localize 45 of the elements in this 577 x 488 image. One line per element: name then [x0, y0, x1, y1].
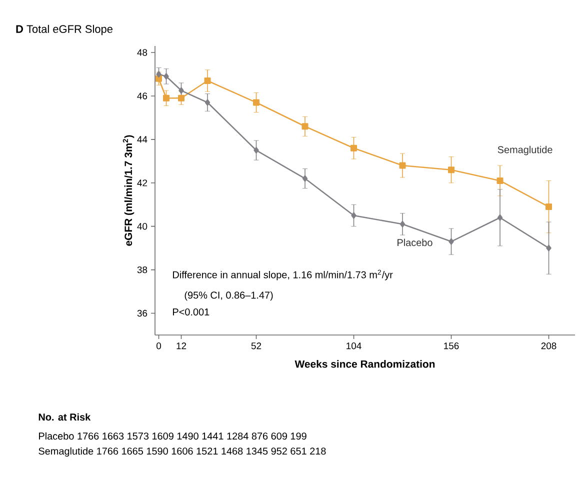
annotation: Difference in annual slope, 1.16 ml/min/1.73 m$^{2}$/yr [173, 270, 393, 280]
y-axis-title: eGFR (ml/min/1.7 3m$^{2}$) [122, 135, 134, 246]
point [399, 162, 406, 169]
point [204, 78, 211, 84]
point [163, 94, 170, 102]
text: Placebo 1766 1663 1573 1609 1490 1441 1284 876 609 199 [39, 432, 306, 440]
x-tick-label: 104 [346, 342, 362, 350]
point [448, 238, 454, 245]
point [156, 75, 162, 82]
point [350, 144, 358, 152]
point [302, 175, 308, 182]
y-tick-label: 44 [137, 136, 148, 143]
x-axis-title: Weeks since Randomization [294, 360, 435, 368]
y-tick-label: 48 [137, 49, 148, 56]
series-label: Placebo [398, 238, 432, 246]
y-tick-label: 38 [137, 266, 148, 274]
point [546, 204, 552, 210]
point [351, 212, 356, 219]
text: D Total eGFR Slope [16, 24, 112, 36]
annotation: P<0.001 [173, 308, 210, 316]
point [497, 214, 503, 221]
annotation: (95% CI, 0.86–1.47) [184, 291, 273, 301]
point [164, 73, 169, 80]
text: Semaglutide 1766 1665 1590 1606 1521 1468 1345 952 651 218 [38, 447, 326, 457]
point [254, 147, 259, 154]
y-tick-label: 40 [137, 222, 148, 230]
point [178, 94, 185, 102]
y-tick-label: 36 [137, 310, 148, 317]
x-tick-label: 208 [541, 342, 556, 350]
point [204, 99, 210, 106]
point [448, 166, 455, 174]
x-tick-label: 12 [176, 342, 186, 350]
x-tick-label: 0 [156, 342, 162, 350]
text: Semaglutide [498, 146, 552, 156]
point [400, 220, 406, 228]
y-tick-label: 42 [137, 180, 148, 186]
point [178, 87, 184, 94]
text: No. at Risk [38, 413, 91, 421]
x-tick-label: 52 [251, 342, 262, 350]
x-tick-label: 156 [444, 342, 459, 350]
point [496, 177, 504, 184]
point [546, 244, 552, 252]
y-tick-label: 46 [137, 92, 148, 100]
point [253, 99, 260, 106]
point [302, 123, 308, 130]
